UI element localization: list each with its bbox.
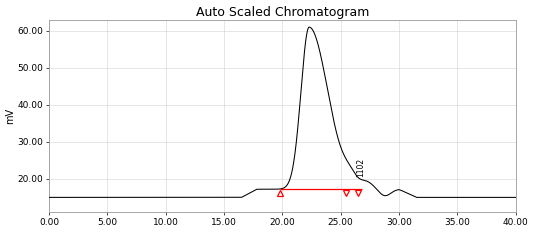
Title: Auto Scaled Chromatogram: Auto Scaled Chromatogram bbox=[195, 6, 369, 19]
Y-axis label: mV: mV bbox=[5, 108, 15, 124]
Text: 1102: 1102 bbox=[356, 158, 365, 177]
